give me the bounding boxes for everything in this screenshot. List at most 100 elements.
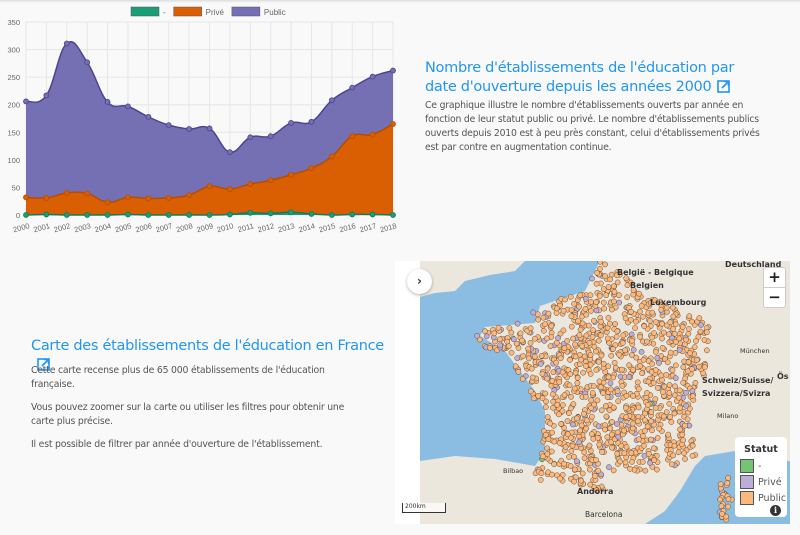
establishment-marker[interactable] (689, 388, 696, 394)
establishment-marker[interactable] (642, 467, 649, 474)
establishment-marker[interactable] (598, 318, 604, 325)
establishment-marker[interactable] (519, 337, 525, 344)
establishment-marker[interactable] (574, 458, 580, 465)
establishment-marker[interactable] (672, 383, 678, 390)
establishment-marker[interactable] (629, 420, 636, 427)
establishment-marker[interactable] (644, 390, 650, 396)
establishment-marker[interactable] (535, 392, 542, 399)
establishment-marker[interactable] (581, 455, 588, 462)
establishment-marker[interactable] (633, 354, 640, 361)
establishment-marker[interactable] (597, 384, 604, 391)
establishment-marker[interactable] (568, 307, 575, 313)
establishment-marker[interactable] (638, 303, 645, 309)
establishment-marker[interactable] (652, 396, 659, 402)
establishment-marker[interactable] (687, 405, 693, 412)
establishment-marker[interactable] (698, 322, 704, 328)
establishment-marker[interactable] (474, 332, 481, 339)
establishment-marker[interactable] (679, 324, 686, 330)
establishment-marker[interactable] (550, 398, 556, 405)
establishment-marker[interactable] (542, 431, 549, 438)
establishment-marker[interactable] (641, 323, 648, 330)
establishment-marker[interactable] (622, 315, 629, 322)
establishment-marker[interactable] (659, 320, 665, 327)
zoom-out-button[interactable]: − (764, 287, 785, 307)
establishment-marker[interactable] (508, 349, 515, 356)
establishment-marker[interactable] (623, 444, 630, 450)
establishment-marker[interactable] (645, 451, 652, 457)
establishment-marker[interactable] (487, 344, 493, 351)
establishment-marker[interactable] (644, 423, 651, 430)
establishment-marker[interactable] (663, 372, 670, 378)
establishment-marker[interactable] (496, 336, 503, 343)
establishment-marker[interactable] (610, 404, 617, 411)
establishment-marker[interactable] (572, 341, 578, 348)
establishment-marker[interactable] (636, 290, 642, 297)
establishment-marker[interactable] (545, 436, 552, 442)
establishment-marker[interactable] (634, 418, 641, 425)
establishment-marker[interactable] (624, 294, 631, 301)
establishment-marker[interactable] (588, 307, 594, 314)
establishment-marker[interactable] (608, 271, 615, 278)
establishment-marker[interactable] (539, 395, 546, 402)
establishment-marker[interactable] (587, 371, 594, 377)
establishment-marker[interactable] (681, 450, 687, 456)
establishment-marker[interactable] (605, 314, 612, 321)
establishment-marker[interactable] (626, 373, 632, 380)
establishment-marker[interactable] (608, 306, 615, 313)
establishment-marker[interactable] (630, 347, 637, 353)
establishment-marker[interactable] (549, 378, 556, 384)
establishment-marker[interactable] (558, 421, 564, 427)
establishment-marker[interactable] (679, 431, 686, 438)
establishment-marker[interactable] (619, 383, 626, 389)
establishment-marker[interactable] (543, 398, 549, 405)
establishment-marker[interactable] (544, 365, 551, 372)
establishment-marker[interactable] (553, 359, 560, 366)
establishment-marker[interactable] (548, 322, 555, 329)
establishment-marker[interactable] (571, 300, 577, 307)
establishment-marker[interactable] (505, 343, 512, 350)
establishment-marker[interactable] (644, 338, 650, 345)
establishment-marker[interactable] (548, 448, 555, 455)
establishment-marker[interactable] (629, 459, 635, 465)
establishment-marker[interactable] (571, 466, 578, 473)
establishment-marker[interactable] (577, 427, 584, 434)
establishment-marker[interactable] (614, 421, 620, 427)
establishment-marker[interactable] (719, 511, 725, 517)
establishment-marker[interactable] (614, 388, 621, 395)
establishment-marker[interactable] (616, 351, 623, 358)
establishment-marker[interactable] (635, 436, 642, 443)
establishment-marker[interactable] (686, 313, 693, 320)
establishment-marker[interactable] (581, 449, 588, 456)
establishment-marker[interactable] (686, 326, 692, 332)
establishment-marker[interactable] (645, 402, 651, 408)
establishment-marker[interactable] (651, 457, 657, 464)
establishment-marker[interactable] (613, 333, 620, 340)
establishment-marker[interactable] (572, 353, 579, 360)
establishment-marker[interactable] (598, 407, 605, 414)
establishment-marker[interactable] (599, 449, 605, 455)
establishment-marker[interactable] (593, 487, 600, 494)
establishment-marker[interactable] (566, 382, 573, 389)
establishment-marker[interactable] (527, 340, 534, 346)
establishment-marker[interactable] (600, 299, 607, 306)
establishment-marker[interactable] (667, 349, 674, 356)
establishment-marker[interactable] (589, 275, 595, 282)
establishment-marker[interactable] (497, 342, 503, 349)
establishment-marker[interactable] (623, 392, 630, 399)
establishment-marker[interactable] (675, 394, 682, 401)
establishment-marker[interactable] (608, 431, 615, 438)
establishment-marker[interactable] (602, 426, 608, 433)
establishment-marker[interactable] (650, 380, 657, 386)
establishment-marker[interactable] (670, 313, 677, 320)
establishment-marker[interactable] (566, 454, 572, 460)
establishment-marker[interactable] (620, 332, 627, 339)
establishment-marker[interactable] (545, 310, 552, 317)
establishment-marker[interactable] (587, 352, 594, 358)
establishment-marker[interactable] (514, 355, 521, 361)
establishment-marker[interactable] (619, 366, 625, 373)
establishment-marker[interactable] (564, 431, 571, 438)
establishment-marker[interactable] (696, 363, 702, 370)
establishment-marker[interactable] (600, 360, 607, 367)
external-link-icon[interactable] (37, 358, 50, 371)
establishment-marker[interactable] (577, 361, 583, 368)
